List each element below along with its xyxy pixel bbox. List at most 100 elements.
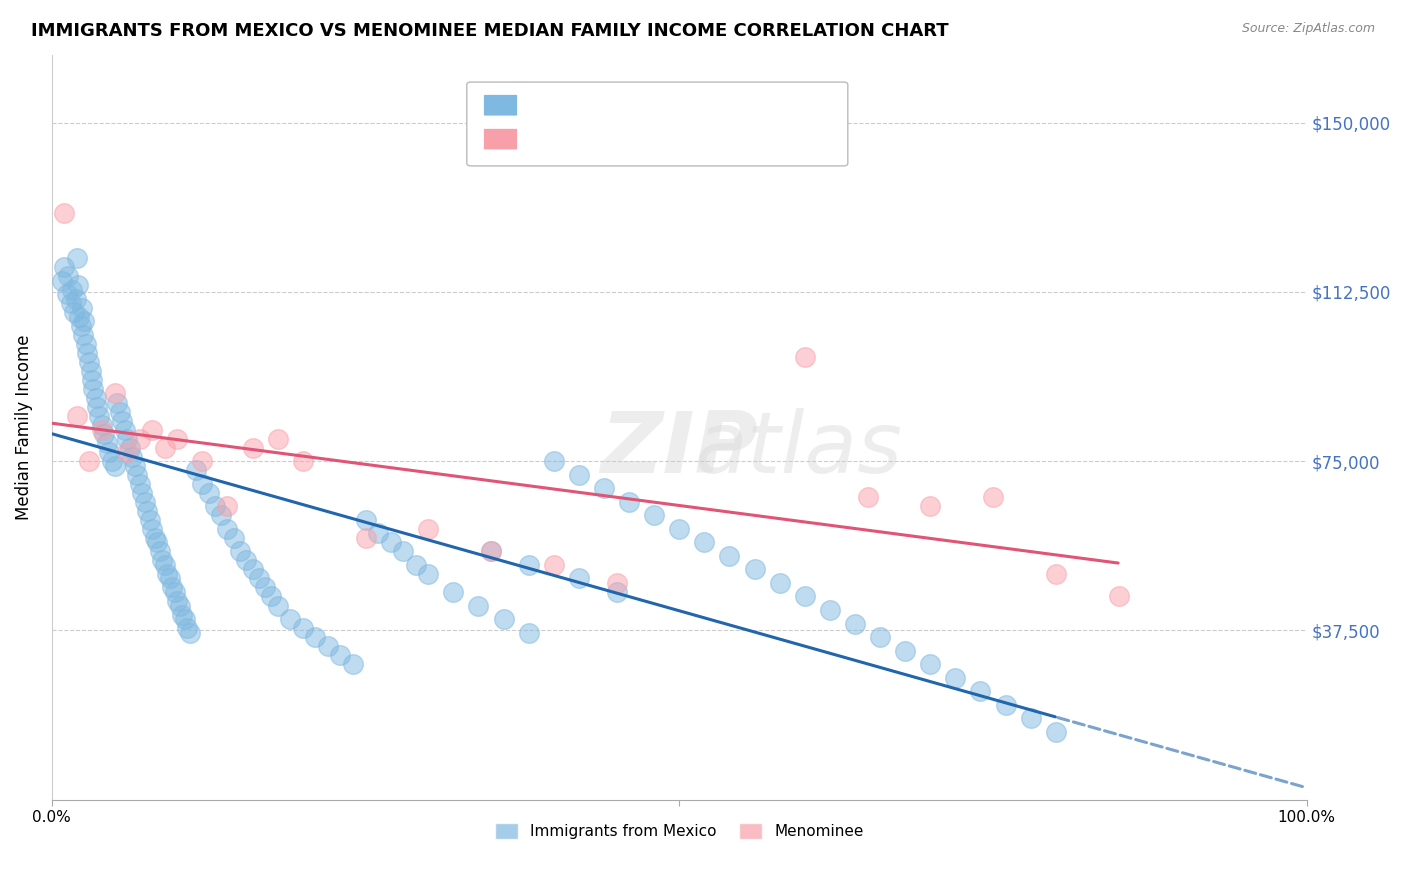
Text: atlas: atlas	[695, 409, 903, 491]
Point	[209, 508, 232, 523]
Point	[66, 409, 89, 423]
Text: -0.383: -0.383	[565, 133, 620, 147]
Point	[242, 562, 264, 576]
Point	[56, 269, 79, 284]
Point	[920, 657, 942, 672]
Point	[793, 351, 815, 365]
Point	[818, 603, 841, 617]
Point	[72, 327, 94, 342]
Point	[79, 454, 101, 468]
Point	[75, 336, 97, 351]
Point	[115, 445, 138, 459]
Point	[354, 513, 377, 527]
Point	[124, 458, 146, 473]
Text: ZIP: ZIP	[600, 409, 758, 491]
Point	[146, 535, 169, 549]
Point	[260, 590, 283, 604]
Point	[266, 599, 288, 613]
Point	[51, 274, 73, 288]
Point	[70, 301, 93, 315]
Point	[65, 292, 87, 306]
Point	[643, 508, 665, 523]
Point	[342, 657, 364, 672]
Point	[56, 287, 79, 301]
Point	[98, 445, 121, 459]
Point	[668, 522, 690, 536]
Point	[593, 481, 616, 495]
Point	[176, 621, 198, 635]
Point	[184, 463, 207, 477]
Point	[1045, 724, 1067, 739]
Point	[994, 698, 1017, 712]
Point	[93, 427, 115, 442]
Point	[91, 418, 114, 433]
Point	[82, 382, 104, 396]
Point	[418, 522, 440, 536]
Point	[304, 630, 326, 644]
Text: -0.870: -0.870	[565, 99, 620, 113]
Point	[894, 643, 917, 657]
Point	[367, 526, 389, 541]
Point	[191, 476, 214, 491]
Point	[492, 612, 515, 626]
Point	[920, 500, 942, 514]
Point	[53, 260, 76, 275]
Point	[479, 544, 502, 558]
Text: N =: N =	[651, 133, 685, 147]
Point	[1108, 590, 1130, 604]
Point	[329, 648, 352, 662]
Point	[60, 283, 83, 297]
Point	[380, 535, 402, 549]
Point	[101, 454, 124, 468]
Point	[127, 467, 149, 482]
Legend: Immigrants from Mexico, Menominee: Immigrants from Mexico, Menominee	[489, 817, 870, 846]
Text: IMMIGRANTS FROM MEXICO VS MENOMINEE MEDIAN FAMILY INCOME CORRELATION CHART: IMMIGRANTS FROM MEXICO VS MENOMINEE MEDI…	[31, 22, 949, 40]
Point	[128, 432, 150, 446]
Point	[235, 553, 257, 567]
Point	[84, 391, 107, 405]
Point	[111, 413, 134, 427]
Point	[63, 305, 86, 319]
Point	[1045, 566, 1067, 581]
Point	[568, 571, 591, 585]
Point	[718, 549, 741, 563]
Text: 115: 115	[693, 99, 724, 113]
Point	[79, 364, 101, 378]
Point	[80, 373, 103, 387]
Point	[149, 544, 172, 558]
Point	[86, 400, 108, 414]
Point	[159, 571, 181, 585]
Point	[517, 625, 540, 640]
Point	[869, 630, 891, 644]
Point	[793, 590, 815, 604]
Text: 26: 26	[693, 133, 714, 147]
Point	[73, 314, 96, 328]
Point	[392, 544, 415, 558]
Point	[118, 441, 141, 455]
Point	[217, 522, 239, 536]
Point	[131, 485, 153, 500]
Point	[222, 531, 245, 545]
Point	[605, 576, 627, 591]
Point	[53, 206, 76, 220]
Point	[981, 490, 1004, 504]
Point	[179, 625, 201, 640]
Point	[172, 607, 194, 622]
Point	[316, 639, 339, 653]
Point	[173, 612, 195, 626]
Point	[156, 566, 179, 581]
Point	[89, 409, 111, 423]
Point	[67, 278, 90, 293]
Point	[121, 450, 143, 464]
Point	[441, 585, 464, 599]
Point	[69, 318, 91, 333]
Point	[617, 495, 640, 509]
Point	[103, 458, 125, 473]
Point	[103, 386, 125, 401]
Point	[197, 485, 219, 500]
Point	[291, 621, 314, 635]
Point	[91, 423, 114, 437]
Point	[605, 585, 627, 599]
Point	[969, 684, 991, 698]
Point	[76, 346, 98, 360]
